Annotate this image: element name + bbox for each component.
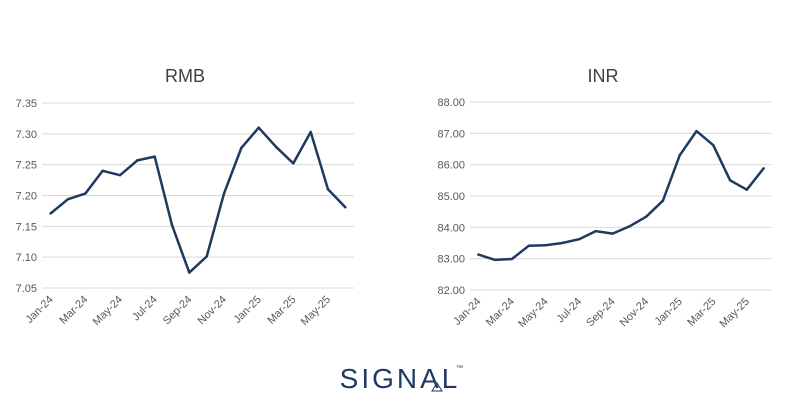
rmb-y-tick-label: 7.30: [16, 129, 37, 141]
inr-y-tick-label: 84.00: [437, 222, 465, 234]
inr-x-tick-label: Jan-25: [653, 296, 685, 328]
logo-accent-icon: [431, 382, 443, 392]
rmb-y-tick-label: 7.35: [16, 98, 37, 110]
inr-data-point: [712, 144, 715, 147]
inr-x-tick-label: May-24: [516, 296, 550, 330]
rmb-data-point: [326, 188, 330, 191]
inr-chart: INR 82.00 83.00 84.00 85.00 86.00 87.00 88.00 J…: [437, 66, 772, 330]
inr-data-point: [594, 229, 598, 233]
rmb-data-point: [205, 255, 208, 258]
inr-x-tick-label: Jul-24: [555, 296, 585, 326]
inr-data-point: [611, 232, 614, 235]
rmb-data-point: [344, 206, 347, 209]
rmb-data-point: [101, 169, 104, 173]
inr-x-tick-label: Jan-24: [451, 296, 483, 328]
inr-data-point: [661, 199, 665, 202]
inr-data-point: [695, 129, 698, 133]
rmb-data-point: [118, 173, 122, 177]
rmb-data-point: [66, 198, 70, 201]
inr-y-tick-label: 87.00: [437, 128, 465, 140]
rmb-chart-title: RMB: [165, 66, 205, 86]
signal-logo-wordmark: SIGNAL: [340, 363, 461, 394]
inr-data-point: [510, 257, 514, 261]
inr-data-point: [628, 225, 631, 228]
rmb-data-point: [292, 162, 295, 165]
rmb-data-point: [136, 159, 139, 162]
rmb-x-tick-label: Jul-24: [130, 294, 160, 324]
rmb-data-point: [84, 192, 87, 195]
rmb-x-tick-label: Jan-25: [232, 294, 264, 326]
rmb-x-tick-label: May-25: [299, 294, 333, 328]
rmb-data-point: [274, 145, 278, 148]
inr-chart-title: INR: [588, 66, 619, 86]
inr-series-line: [477, 129, 765, 262]
rmb-y-tick-label: 7.15: [16, 221, 37, 233]
rmb-data-point: [188, 271, 191, 274]
inr-y-tick-label: 82.00: [437, 285, 465, 297]
inr-y-tick-label: 85.00: [437, 191, 465, 203]
rmb-y-tick-label: 7.20: [16, 191, 37, 203]
inr-data-point: [745, 188, 749, 191]
inr-data-point: [477, 253, 480, 256]
rmb-data-point: [257, 126, 260, 129]
rmb-series-line: [49, 126, 347, 274]
inr-x-tick-label: Mar-25: [685, 296, 718, 329]
inr-data-point: [493, 258, 497, 262]
signal-logo: SIGNAL ™: [340, 363, 463, 394]
rmb-data-point: [153, 155, 156, 158]
rmb-x-tick-label: May-24: [91, 294, 125, 328]
inr-data-point: [678, 154, 681, 157]
inr-x-tick-label: Nov-24: [618, 296, 652, 330]
inr-x-tick-label: May-25: [718, 296, 752, 330]
inr-y-tick-label: 88.00: [437, 97, 465, 109]
inr-data-point: [644, 215, 648, 218]
rmb-data-point: [222, 192, 226, 195]
rmb-x-tick-label: Mar-24: [57, 294, 90, 327]
inr-data-point: [728, 179, 732, 182]
rmb-y-tick-label: 7.10: [16, 252, 37, 264]
rmb-y-tick-label: 7.25: [16, 160, 37, 172]
trademark-symbol: ™: [456, 365, 463, 372]
inr-data-point: [561, 241, 564, 245]
rmb-x-tick-label: Nov-24: [196, 294, 230, 328]
inr-data-point: [762, 167, 765, 170]
inr-x-tick-label: Sep-24: [584, 296, 618, 330]
rmb-data-point: [170, 223, 174, 227]
rmb-x-tick-label: Jan-24: [24, 294, 56, 326]
inr-y-tick-label: 83.00: [437, 254, 465, 266]
inr-data-point: [527, 244, 530, 248]
inr-y-tick-label: 86.00: [437, 160, 465, 172]
rmb-data-point: [240, 146, 243, 150]
inr-data-point: [577, 238, 581, 241]
rmb-data-point: [49, 212, 52, 215]
rmb-data-point: [309, 130, 312, 134]
rmb-x-tick-label: Mar-25: [265, 294, 298, 327]
inr-x-tick-label: Mar-24: [484, 296, 517, 329]
rmb-x-tick-label: Sep-24: [161, 294, 195, 328]
inr-data-point: [544, 243, 547, 247]
rmb-y-tick-label: 7.05: [16, 283, 37, 295]
